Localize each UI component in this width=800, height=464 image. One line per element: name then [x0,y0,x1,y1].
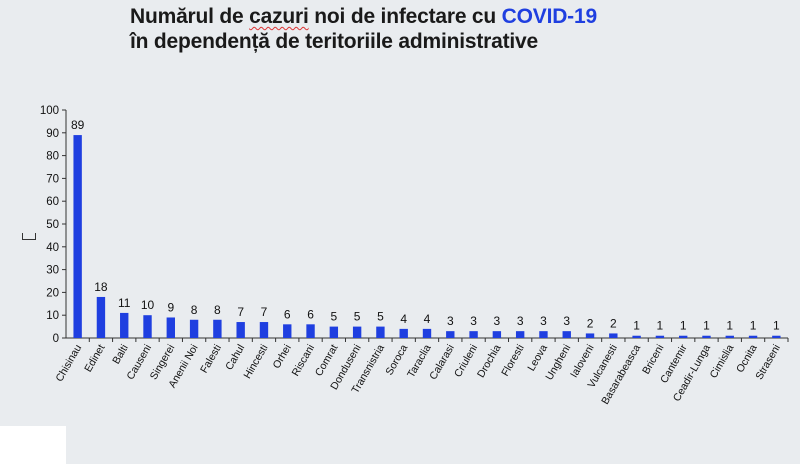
bar [632,335,641,338]
data-label: 8 [214,303,221,317]
bar [702,335,711,338]
data-label: 1 [680,319,687,333]
data-label: 5 [377,310,384,324]
bar [725,335,734,338]
data-label: 2 [587,316,594,330]
y-axis-marker [22,233,36,240]
bar [562,331,571,338]
bar [73,135,82,338]
bar [166,317,175,338]
data-label: 4 [424,312,431,326]
chart-title: Numărul de cazuri noi de infectare cu CO… [130,4,597,54]
data-label: 4 [400,312,407,326]
data-label: 7 [237,305,244,319]
title-prefix: Numărul de [130,5,250,28]
data-label: 5 [330,310,337,324]
bar [422,328,432,338]
data-label: 18 [94,280,108,294]
bar [236,322,245,338]
bar [492,331,502,338]
x-tick-label: Floresti [499,343,527,379]
x-tick-label: Cahul [223,343,247,373]
bar [748,335,758,338]
bar [143,315,152,338]
y-tick-label: 50 [46,219,59,231]
bar [772,335,781,338]
bar [655,335,665,338]
data-label: 1 [657,319,664,333]
x-tick-label: Leova [525,342,550,373]
bar [96,296,106,338]
title-mid: noi de infectare cu [308,5,502,28]
data-label: 3 [563,314,570,328]
bar [329,326,339,338]
x-tick-label: Balti [110,343,131,367]
bars [73,135,781,338]
title-highlight: COVID-19 [501,5,597,28]
bar [376,326,385,338]
bar [352,326,362,338]
data-label: 5 [354,310,361,324]
bar [306,324,315,338]
y-tick-label: 60 [46,196,59,208]
bar [609,333,618,338]
bar [515,331,525,338]
y-tick-label: 40 [46,242,59,254]
y-tick-label: 30 [46,265,59,277]
bar [120,312,129,338]
bar [259,322,269,338]
data-label: 2 [610,316,617,330]
x-tick-label: Orhei [271,343,294,371]
data-label: 1 [633,319,640,333]
y-tick-label: 100 [40,105,59,117]
data-label: 10 [141,298,155,312]
title-line-2: în dependență de teritoriile administrat… [130,30,538,53]
title-line-1: Numărul de cazuri noi de infectare cu CO… [130,4,597,29]
bar [539,331,548,338]
data-label: 9 [167,300,174,314]
bar [469,331,478,338]
bar [446,331,455,338]
data-label: 7 [261,305,268,319]
data-label: 6 [284,307,291,321]
data-label: 1 [703,319,710,333]
y-tick-label: 10 [46,310,59,322]
data-label: 6 [307,307,314,321]
data-label: 1 [773,319,780,333]
corner-patch [0,426,66,464]
bar [213,319,222,338]
data-label: 3 [447,314,454,328]
bar [189,319,199,338]
x-tick-label: Edinet [82,342,107,374]
y-axis: 0 10 20 30 40 50 60 70 80 90 100 [40,105,67,345]
y-tick-label: 90 [46,128,59,140]
data-label: 3 [494,314,501,328]
data-label: 8 [191,303,198,317]
y-tick-label: 20 [46,287,59,299]
data-label: 1 [750,319,757,333]
y-tick-label: 70 [46,173,59,185]
data-label: 3 [470,314,477,328]
x-tick-label: Falesti [198,343,224,376]
bar [679,335,688,338]
data-label: 1 [726,319,733,333]
data-label: 89 [71,118,85,132]
data-label: 11 [118,296,131,310]
data-label: 3 [540,314,547,328]
bar [585,333,595,338]
y-tick-label: 80 [46,151,59,163]
y-tick-label: 0 [53,333,59,345]
data-label: 3 [517,314,524,328]
title-squiggle-word: cazuri [249,5,309,28]
bar [283,324,292,338]
x-tick-label: Chisinau [53,342,84,384]
bar [399,328,408,338]
